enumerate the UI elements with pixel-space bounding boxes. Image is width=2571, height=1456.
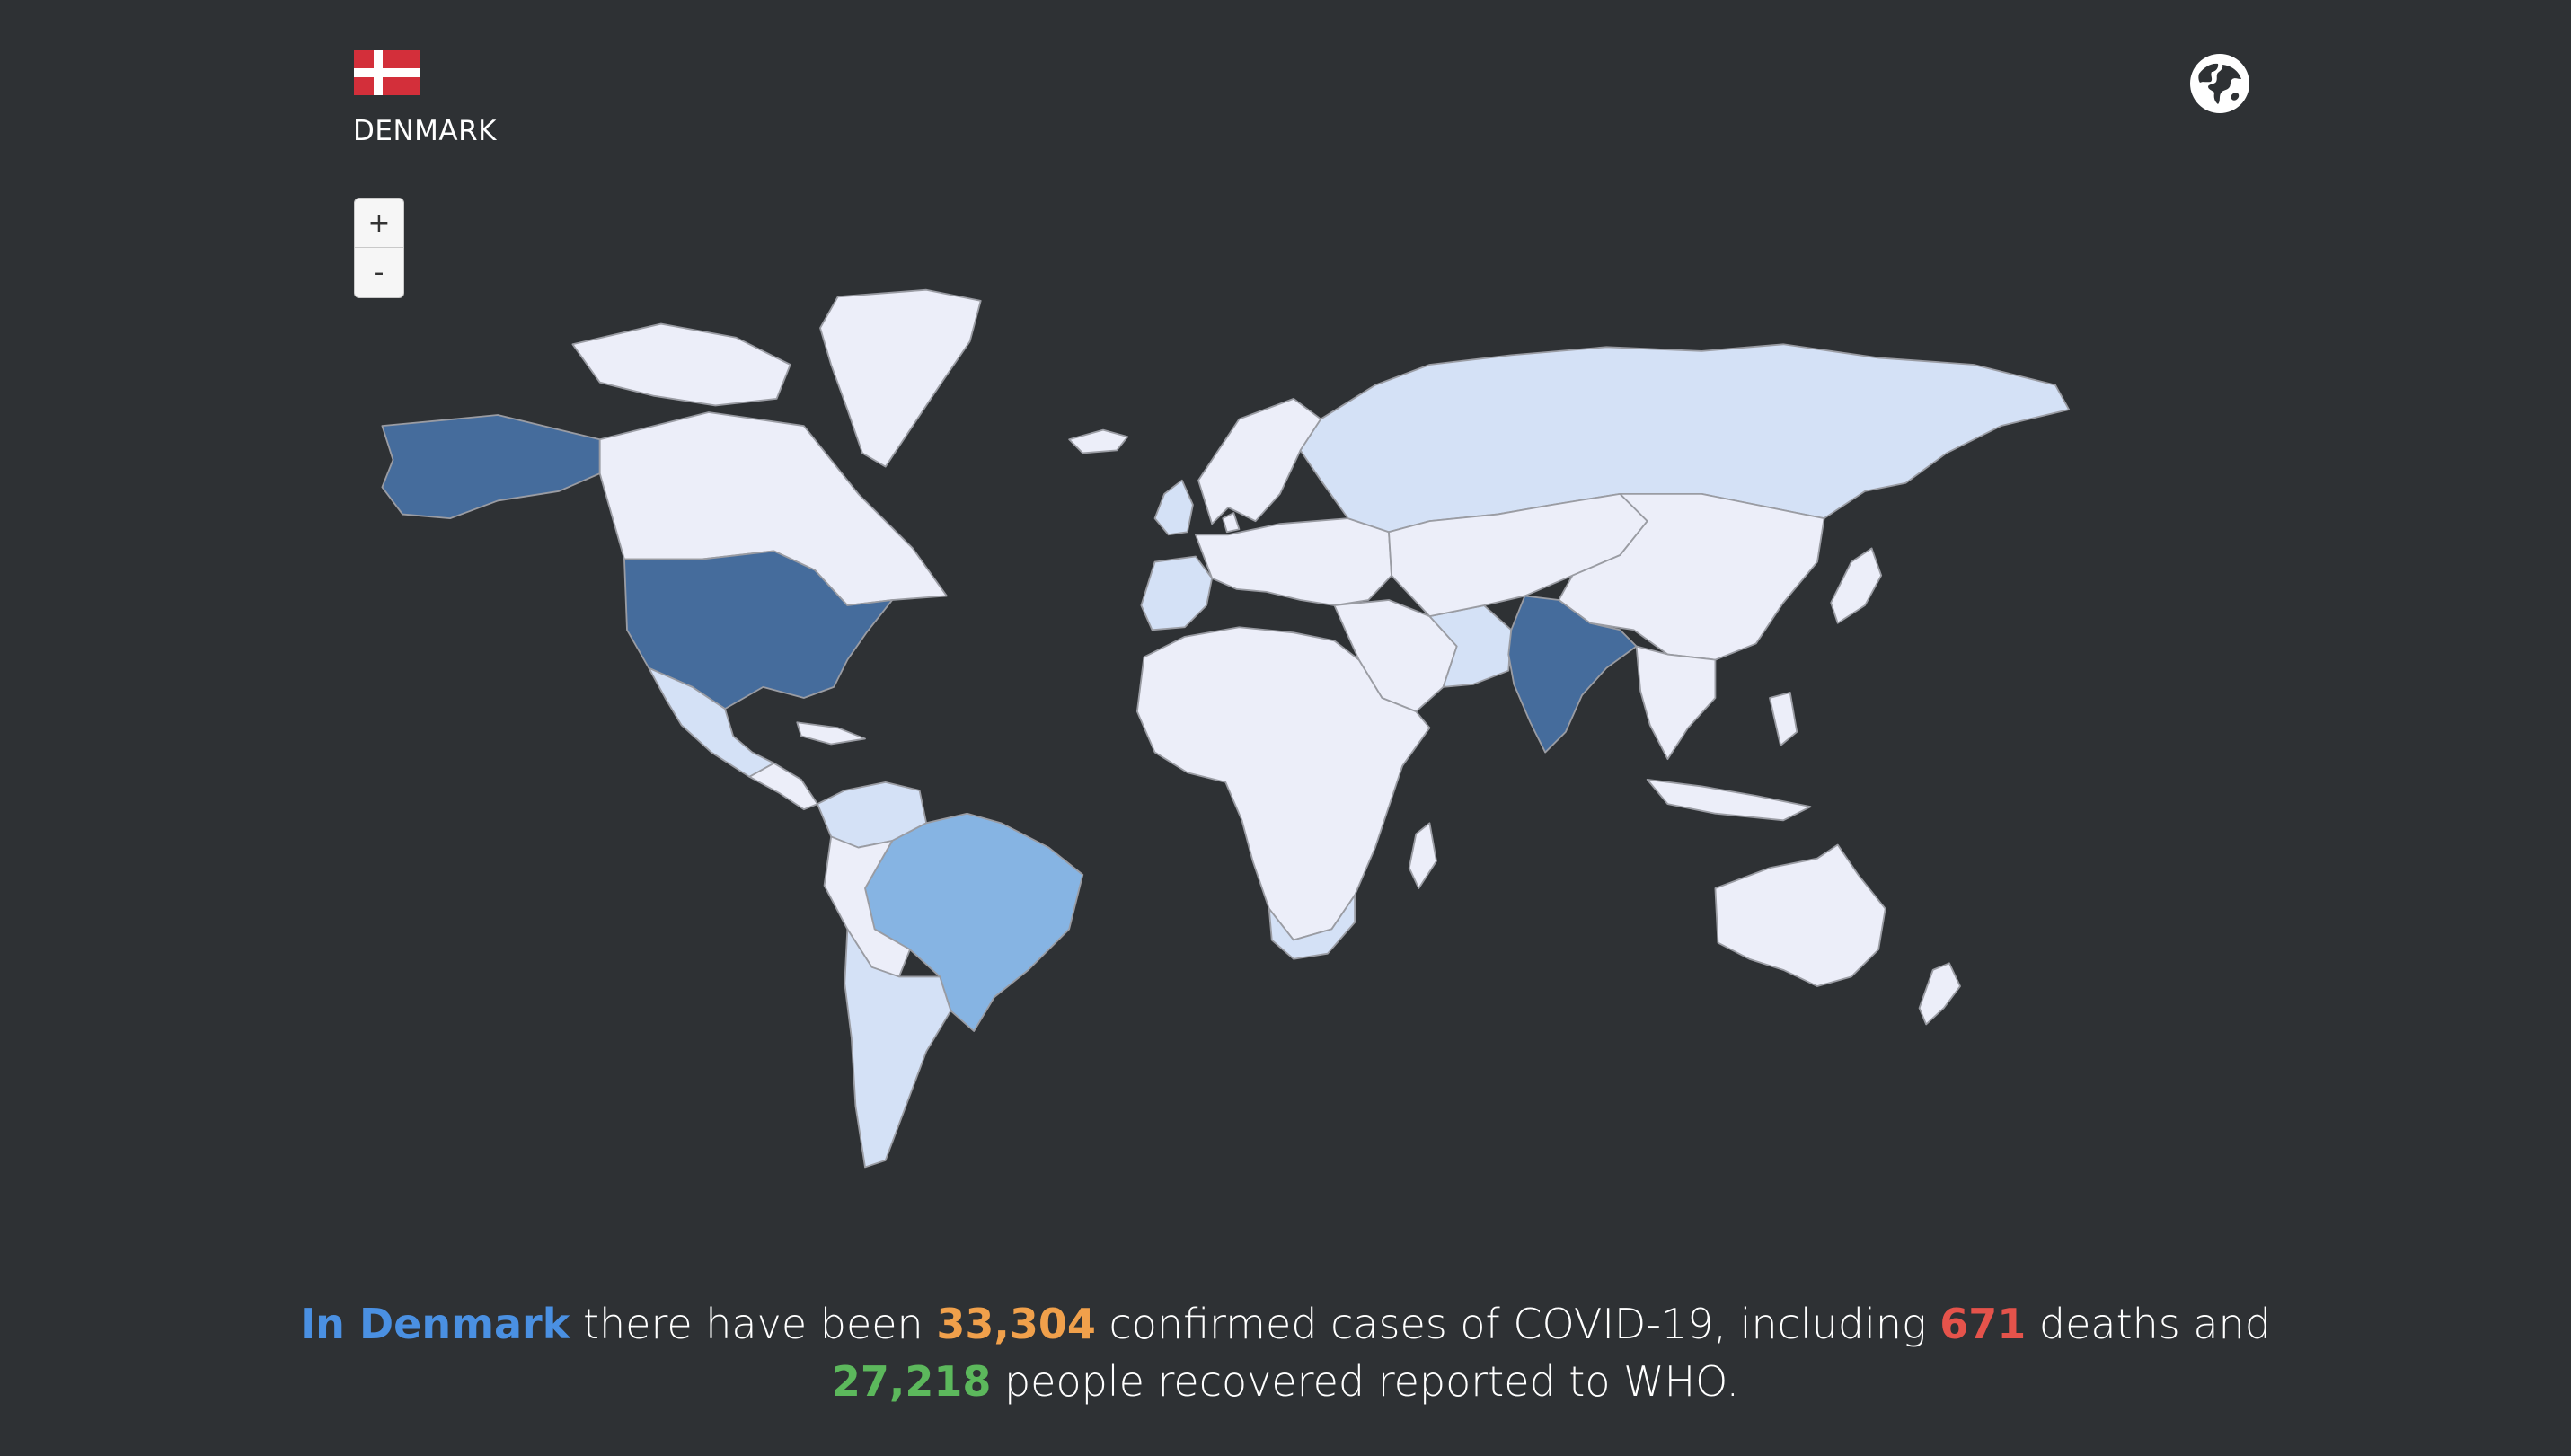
region-japan[interactable] — [1830, 547, 1883, 624]
summary-text-4: people recovered reported to WHO. — [991, 1357, 1740, 1406]
world-map[interactable] — [341, 287, 2246, 1204]
region-argentina[interactable] — [844, 928, 952, 1169]
denmark-flag-icon — [354, 50, 420, 95]
summary-caption: In Denmark there have been 33,304 confir… — [243, 1295, 2328, 1410]
region-scandinavia[interactable] — [1197, 397, 1322, 525]
summary-text-3: deaths and — [2026, 1300, 2271, 1348]
region-europe[interactable] — [1195, 517, 1392, 606]
region-iran[interactable] — [1428, 604, 1513, 688]
summary-country: In Denmark — [300, 1300, 570, 1348]
region-madagascar[interactable] — [1408, 822, 1437, 889]
zoom-out-button[interactable]: - — [374, 257, 384, 288]
region-philippines[interactable] — [1769, 692, 1798, 746]
region-uk[interactable] — [1153, 479, 1194, 536]
region-alaska[interactable] — [381, 414, 601, 520]
region-peru-bolivia[interactable] — [823, 835, 911, 978]
summary-cases: 33,304 — [936, 1300, 1096, 1348]
region-australia[interactable] — [1714, 843, 1886, 987]
summary-text-1: there have been — [570, 1300, 937, 1348]
summary-deaths: 671 — [1939, 1300, 2027, 1348]
region-indonesia[interactable] — [1646, 778, 1812, 822]
summary-text-2: confirmed cases of COVID-19, including — [1095, 1300, 1940, 1348]
region-new-zealand[interactable] — [1918, 962, 1961, 1026]
zoom-control: + - — [354, 198, 404, 298]
region-iceland[interactable] — [1068, 428, 1129, 454]
region-india[interactable] — [1507, 595, 1638, 754]
region-greenland[interactable] — [819, 288, 982, 468]
region-caribbean[interactable] — [796, 721, 866, 746]
region-middle-east[interactable] — [1333, 599, 1458, 713]
region-denmark[interactable] — [1222, 512, 1241, 534]
zoom-in-button[interactable]: + — [355, 199, 403, 248]
country-name: DENMARK — [353, 115, 497, 147]
region-africa[interactable] — [1135, 626, 1431, 941]
summary-recovered: 27,218 — [831, 1357, 992, 1406]
region-france-spain[interactable] — [1140, 555, 1214, 631]
region-south-africa[interactable] — [1268, 894, 1356, 960]
region-canada-islands[interactable] — [571, 322, 791, 407]
region-southeast-asia[interactable] — [1635, 645, 1717, 761]
globe-icon[interactable] — [2188, 52, 2251, 115]
